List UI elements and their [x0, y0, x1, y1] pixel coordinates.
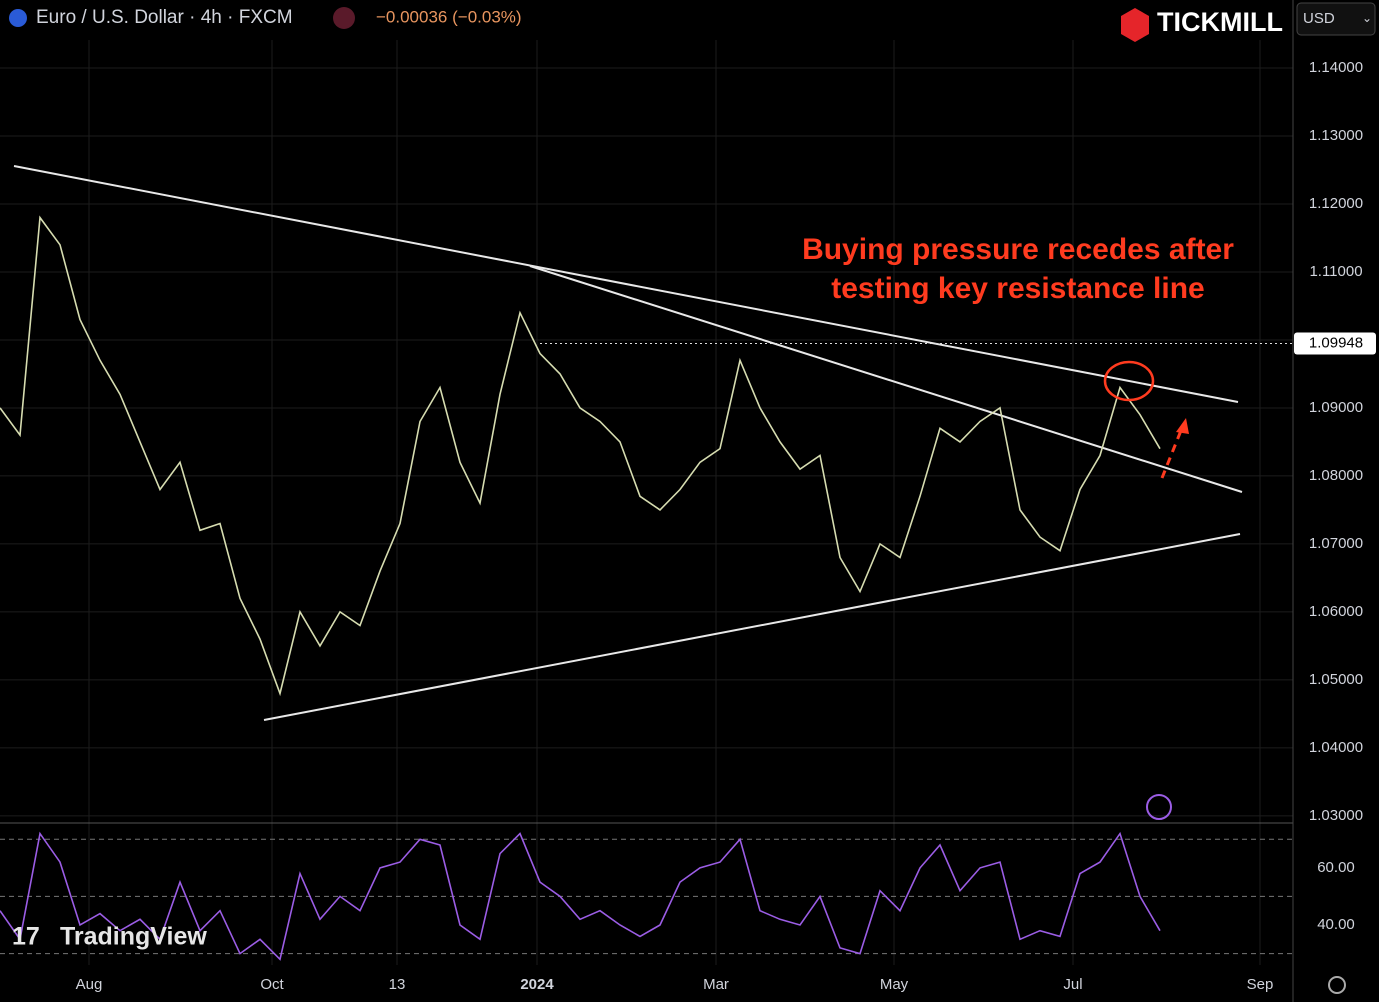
y-tick-label: 1.06000 — [1309, 603, 1363, 620]
x-tick-label: Mar — [703, 976, 729, 993]
currency-label: USD — [1303, 10, 1335, 27]
currency-select[interactable] — [1296, 2, 1376, 36]
last-price-box — [1294, 332, 1376, 355]
y-tick-label: 1.08000 — [1309, 467, 1363, 484]
highlight-circle — [1103, 360, 1155, 402]
trend-line — [529, 265, 1243, 493]
broker-name: TICKMILL — [1157, 7, 1283, 37]
x-tick-label: Oct — [260, 976, 284, 993]
price-change: −0.00036 (−0.03%) — [376, 7, 522, 26]
y-tick-label: 1.13000 — [1309, 127, 1363, 144]
series-line — [0, 215, 1161, 697]
grid — [0, 40, 1293, 965]
annotation: Buying pressure recedes after — [802, 233, 1234, 266]
x-tick-label: Sep — [1247, 976, 1274, 993]
y-tick-label: 1.09000 — [1309, 399, 1363, 416]
y-tick-label: 1.11000 — [1309, 263, 1362, 280]
y-tick-label: 60.00 — [1317, 859, 1355, 876]
trend-line — [13, 165, 1239, 403]
y-tick-label: 1.03000 — [1309, 807, 1363, 824]
x-tick-label: Aug — [76, 976, 103, 993]
series-line — [0, 831, 1161, 961]
x-tick-label: May — [880, 976, 909, 993]
watermark: TradingView — [60, 923, 207, 951]
arrow — [1160, 427, 1184, 479]
y-tick-label: 1.12000 — [1309, 195, 1363, 212]
dropdown-caret: ⌄ — [1362, 11, 1372, 25]
watermark-logo: 17 — [12, 923, 40, 951]
arrow-head — [1176, 418, 1189, 434]
broker-logo — [1121, 8, 1149, 42]
x-tick-label: 2024 — [520, 976, 554, 993]
symbol-icon — [9, 9, 27, 27]
trend-line — [263, 533, 1241, 721]
alert-icon[interactable] — [1146, 794, 1172, 820]
y-tick-label: 1.05000 — [1309, 671, 1363, 688]
symbol-title: Euro / U.S. Dollar · 4h · FXCM — [36, 7, 293, 28]
y-tick-label: 1.07000 — [1309, 535, 1363, 552]
rsi-pane — [0, 831, 1293, 961]
indicator-icon — [333, 7, 355, 29]
y-tick-label: 1.04000 — [1309, 739, 1363, 756]
x-tick-label: 13 — [389, 976, 406, 993]
annotation: testing key resistance line — [831, 272, 1205, 305]
settings-icon[interactable] — [1328, 976, 1346, 994]
y-tick-label: 1.14000 — [1309, 59, 1363, 76]
y-tick-label: 40.00 — [1317, 916, 1355, 933]
last-price-label: 1.09948 — [1309, 334, 1363, 351]
price-pane — [0, 215, 1293, 697]
x-tick-label: Jul — [1063, 976, 1082, 993]
